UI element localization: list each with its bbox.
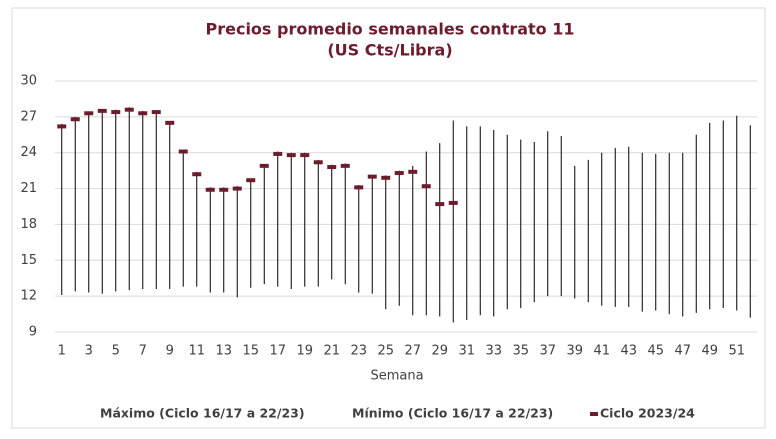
cycle-marker (300, 153, 310, 158)
x-tick-label: 1 (58, 344, 66, 359)
cycle-marker (448, 200, 458, 205)
x-tick-label: 45 (647, 344, 664, 359)
cycle-marker (354, 185, 364, 190)
chart-subtitle: (US Cts/Libra) (327, 41, 452, 60)
y-tick-label: 24 (20, 145, 37, 160)
x-tick-label: 37 (539, 344, 556, 359)
y-tick-label: 30 (20, 74, 37, 89)
cycle-marker (138, 111, 148, 116)
legend-label: Mínimo (Ciclo 16/17 a 22/23) (352, 406, 553, 421)
cycle-marker (84, 111, 94, 116)
x-tick-label: 27 (404, 344, 421, 359)
y-tick-label: 9 (29, 325, 37, 340)
x-tick-label: 29 (431, 344, 448, 359)
x-tick-label: 19 (296, 344, 313, 359)
x-tick-label: 35 (512, 344, 529, 359)
y-tick-label: 21 (20, 181, 37, 196)
cycle-marker (435, 202, 445, 207)
x-tick-label: 7 (139, 344, 147, 359)
x-tick-label: 13 (215, 344, 232, 359)
x-tick-label: 51 (728, 344, 745, 359)
cycle-marker (246, 178, 256, 183)
x-tick-label: 39 (566, 344, 583, 359)
x-tick-label: 21 (323, 344, 340, 359)
x-tick-label: 17 (269, 344, 286, 359)
chart-title: Precios promedio semanales contrato 11 (205, 20, 574, 39)
chart-frame (11, 7, 766, 429)
cycle-marker (57, 124, 67, 129)
x-tick-label: 41 (593, 344, 610, 359)
x-tick-label: 33 (485, 344, 502, 359)
cycle-marker (259, 163, 269, 168)
cycle-marker (408, 169, 418, 174)
cycle-marker (165, 120, 175, 125)
x-tick-label: 25 (377, 344, 394, 359)
cycle-marker (313, 160, 323, 165)
cycle-marker (97, 108, 107, 113)
x-tick-label: 3 (85, 344, 93, 359)
x-tick-label: 11 (188, 344, 205, 359)
y-tick-label: 18 (20, 217, 37, 232)
y-tick-label: 27 (20, 109, 37, 124)
y-tick-label: 15 (20, 253, 37, 268)
cycle-marker (124, 107, 134, 112)
cycle-marker (151, 110, 161, 115)
legend-label: Ciclo 2023/24 (600, 406, 695, 421)
x-tick-label: 9 (166, 344, 174, 359)
x-axis-label: Semana (370, 369, 423, 384)
cycle-marker (381, 175, 391, 180)
cycle-marker (70, 117, 80, 122)
cycle-marker (327, 165, 337, 170)
x-tick-label: 5 (112, 344, 120, 359)
cycle-marker (273, 151, 283, 156)
cycle-marker (394, 171, 404, 176)
cycle-marker (178, 149, 188, 154)
x-tick-label: 15 (242, 344, 259, 359)
cycle-marker (219, 187, 229, 192)
cycle-marker (286, 153, 296, 158)
x-tick-label: 49 (701, 344, 718, 359)
x-tick-label: 23 (350, 344, 367, 359)
cycle-marker (421, 184, 431, 189)
cycle-marker (340, 163, 350, 168)
legend-marker (590, 412, 598, 416)
x-tick-label: 43 (620, 344, 637, 359)
x-tick-label: 47 (674, 344, 691, 359)
cycle-marker (111, 110, 121, 115)
cycle-marker (367, 174, 377, 179)
legend-label: Máximo (Ciclo 16/17 a 22/23) (100, 406, 305, 421)
cycle-marker (192, 172, 202, 177)
cycle-marker (205, 187, 215, 192)
y-tick-label: 12 (20, 289, 37, 304)
cycle-marker (232, 186, 242, 191)
x-tick-label: 31 (458, 344, 475, 359)
